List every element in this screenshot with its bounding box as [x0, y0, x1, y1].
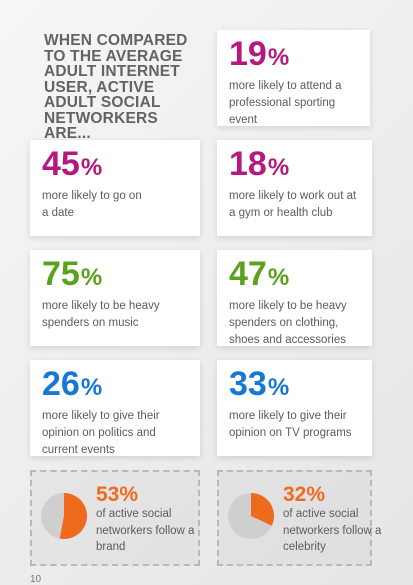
stat-description: more likely to give their opinion on TV …: [229, 410, 352, 439]
stat-percent: 19%: [229, 36, 360, 76]
stat-value: 18: [229, 145, 267, 183]
pie-slice-brand: [59, 493, 88, 539]
stat-card-date: 45% more likely to go on a date: [30, 140, 200, 236]
stat-card-politics: 26% more likely to give their opinion on…: [30, 360, 200, 456]
pie-description: of active social networkers follow a cel…: [283, 508, 382, 553]
stat-percent-sign: %: [80, 374, 103, 401]
pie-description: of active social networkers follow a bra…: [96, 508, 195, 553]
stat-percent-sign: %: [80, 154, 103, 181]
stat-description: more likely to attend a professional spo…: [229, 80, 342, 126]
pie-slice-celebrity: [251, 493, 274, 526]
stat-description: more likely to be heavy spenders on clot…: [229, 300, 347, 346]
stat-description: more likely to work out at a gym or heal…: [229, 190, 357, 219]
stat-value: 47: [229, 255, 267, 293]
stat-value: 33: [229, 365, 267, 403]
stat-value: 19: [229, 35, 267, 73]
stat-value: 45: [42, 145, 80, 183]
stat-percent: 33%: [229, 366, 362, 406]
stat-percent-sign: %: [267, 374, 290, 401]
stat-card-sporting-event: 19% more likely to attend a professional…: [217, 30, 370, 126]
stat-description: more likely to go on a date: [42, 190, 142, 219]
intro-heading: WHEN COMPARED TO THE AVERAGE ADULT INTER…: [44, 32, 188, 142]
stat-card-gym: 18% more likely to work out at a gym or …: [217, 140, 372, 236]
stat-description: more likely to be heavy spenders on musi…: [42, 300, 160, 329]
pie-percent: 32%: [283, 483, 326, 506]
stat-percent: 75%: [42, 256, 190, 296]
stat-percent: 26%: [42, 366, 190, 406]
stat-percent-sign: %: [267, 264, 290, 291]
pie-card-brand: 53% of active social networkers follow a…: [30, 470, 200, 566]
stat-percent-sign: %: [267, 44, 290, 71]
pie-card-celebrity: 32% of active social networkers follow a…: [217, 470, 381, 566]
stat-percent: 47%: [229, 256, 362, 296]
stat-value: 26: [42, 365, 80, 403]
page-number: 10: [30, 574, 42, 585]
pie-chart-brand: [40, 492, 88, 540]
stat-percent-sign: %: [80, 264, 103, 291]
stat-percent: 18%: [229, 146, 362, 186]
stat-card-tv-programs: 33% more likely to give their opinion on…: [217, 360, 372, 456]
stat-value: 75: [42, 255, 80, 293]
stat-percent-sign: %: [267, 154, 290, 181]
pie-chart-celebrity: [227, 492, 275, 540]
stat-card-music: 75% more likely to be heavy spenders on …: [30, 250, 200, 346]
stat-card-clothing: 47% more likely to be heavy spenders on …: [217, 250, 372, 346]
stat-percent: 45%: [42, 146, 190, 186]
stat-description: more likely to give their opinion on pol…: [42, 410, 160, 456]
pie-percent: 53%: [96, 483, 139, 506]
